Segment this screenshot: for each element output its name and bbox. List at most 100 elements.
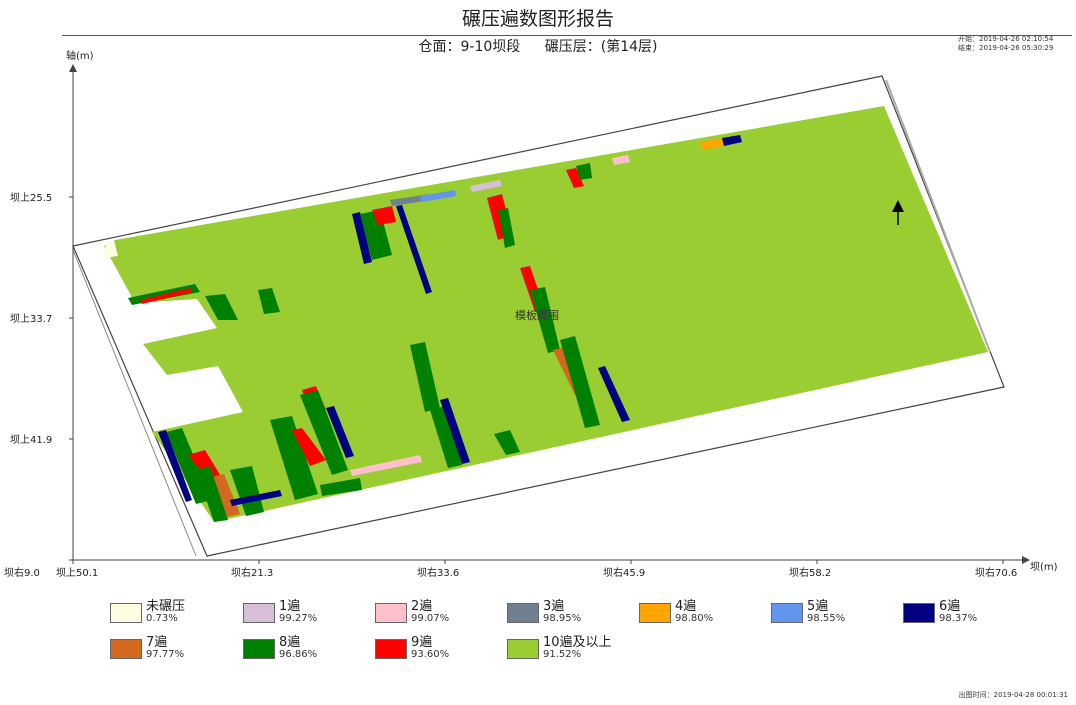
patch-8-passes (498, 208, 515, 248)
legend-text: 8遍 96.86% (279, 636, 318, 661)
patch-8-passes (410, 342, 440, 412)
patch-8-passes (360, 210, 392, 260)
patch-6-passes (722, 135, 742, 146)
legend-percentage: 97.77% (146, 649, 185, 660)
legend-text: 9遍 93.60% (411, 635, 449, 661)
legend-name: 9遍 (411, 635, 433, 650)
patch-6-passes (158, 430, 192, 502)
legend-text: 6遍 98.37% (939, 599, 977, 625)
legend-name: 10遍及以上 (543, 635, 612, 650)
x-tick-label: 坝右33.6 (417, 566, 459, 579)
subtitle-layer: 碾压层：(第14层) (544, 39, 658, 55)
patch-8-passes (430, 406, 462, 468)
patch-2-passes (350, 455, 422, 476)
subtitle-face: 仓面：9-10坝段 (418, 39, 521, 55)
start-label: 开始： (958, 35, 979, 43)
x-tick-label: 坝右70.6 (975, 566, 1017, 579)
x-axis-label: 坝(m) (1030, 561, 1058, 573)
patch-9-passes (188, 450, 222, 482)
output-label: 出图时间： (958, 691, 994, 699)
legend-percentage: 99.27% (279, 613, 318, 624)
legend-text: 未碾压 0.73% (146, 599, 186, 625)
legend-name: 6遍 (939, 599, 961, 614)
patch-6-passes (396, 205, 432, 294)
x-axis-ticks: 坝右9.0 坝右21.3 坝右33.6 坝右45.9 坝右58.2 坝右70.6 (4, 560, 1017, 579)
pass-count-patches (128, 135, 742, 522)
legend-percentage: 91.52% (543, 649, 582, 660)
legend-swatch (639, 603, 671, 623)
compaction-map: 模板周围 坝右9.0 坝右21.3 坝右33.6 坝右45.9 坝右58.2 坝右70.6… (4, 49, 1058, 579)
patch-6-passes (598, 366, 630, 422)
legend-text: 3遍 98.95% (543, 599, 581, 625)
legend-percentage: 99.07% (411, 613, 450, 624)
y-tick-label: 坝上41.9 (10, 434, 52, 446)
patch-9-passes (140, 288, 192, 304)
north-arrow-icon (892, 200, 904, 225)
patch-4-passes (700, 138, 724, 150)
patch-2-passes (612, 155, 630, 165)
y-tick-label: 坝上25.5 (10, 192, 52, 204)
patch-8-passes (196, 466, 228, 522)
patch-6-passes (230, 490, 282, 506)
legend-swatch (507, 603, 539, 623)
legend-item: 3遍 98.95% (507, 599, 581, 625)
legend-percentage: 96.86% (279, 649, 318, 660)
legend-swatch (110, 603, 142, 623)
x-tick-label: 坝右45.9 (603, 566, 645, 579)
start-time-readout: 开始：2019-04-26 02:10:54 (958, 34, 1053, 44)
patch-9-passes (292, 428, 326, 466)
y-tick-label: 坝上33.7 (10, 313, 52, 325)
patch-6-passes (440, 398, 470, 464)
legend-item: 2遍 99.07% (375, 600, 450, 625)
patch-8-passes (576, 163, 592, 180)
map-edge-shade (72, 249, 197, 557)
patch-8-passes (300, 390, 348, 475)
legend-swatch (507, 639, 539, 659)
report-title: 碾压遍数图形报告 (461, 8, 614, 30)
patch-8-passes (258, 288, 280, 314)
legend-name: 未碾压 (146, 599, 186, 614)
legend-swatch (243, 603, 275, 623)
x-axis (73, 556, 1030, 564)
output-time: 2019-04-28 00:01:31 (993, 691, 1068, 699)
legend-item: 9遍 93.60% (375, 635, 449, 661)
legend-text: 7遍 97.77% (146, 635, 185, 661)
region-label: 模板周围 (515, 308, 559, 322)
legend-name: 7遍 (146, 635, 168, 650)
patch-8-passes (494, 430, 520, 455)
x-tick-label: 坝右9.0 (4, 566, 40, 579)
patch-5-passes (420, 190, 456, 202)
legend-swatch (903, 603, 935, 623)
patch-9-passes (566, 168, 584, 188)
legend-item: 10遍及以上 91.52% (507, 635, 612, 661)
legend-text: 4遍 98.80% (675, 599, 714, 625)
y-axis-ticks: 坝上25.5 坝上33.7 坝上41.9 坝上50.1 (10, 192, 98, 579)
x-tick-label: 坝右58.2 (789, 566, 831, 579)
end-time: 2019-04-26 05:30:29 (979, 44, 1054, 52)
legend-item: 未碾压 0.73% (110, 599, 186, 625)
legend-item: 4遍 98.80% (639, 599, 714, 625)
legend-name: 3遍 (543, 599, 565, 614)
patch-1-passes (470, 180, 502, 192)
patch-9-passes (372, 206, 396, 225)
patch-6-passes (352, 212, 372, 264)
y-axis-label: 轴(m) (66, 49, 94, 62)
x-tick-label: 坝右21.3 (231, 566, 273, 579)
legend-text: 2遍 99.07% (411, 600, 450, 625)
legend-percentage: 98.55% (807, 613, 846, 624)
legend-percentage: 98.80% (675, 613, 714, 624)
legend-swatch (771, 603, 803, 623)
y-tick-label: 坝上50.1 (56, 567, 98, 579)
legend-swatch (375, 639, 407, 659)
legend-name: 4遍 (675, 599, 697, 614)
patch-8-passes (530, 287, 560, 353)
map-edge-shade-right (885, 79, 991, 353)
legend-percentage: 0.73% (146, 613, 178, 624)
output-time-readout: 出图时间：2019-04-28 00:01:31 (959, 690, 1068, 700)
legend-item: 5遍 98.55% (771, 600, 846, 625)
y-axis (69, 64, 77, 560)
legend-name: 1遍 (279, 599, 301, 614)
report-subtitle: 仓面：9-10坝段 碾压层：(第14层) (0, 36, 1076, 56)
patch-8-passes (270, 416, 318, 500)
legend-item: 6遍 98.37% (903, 599, 977, 625)
